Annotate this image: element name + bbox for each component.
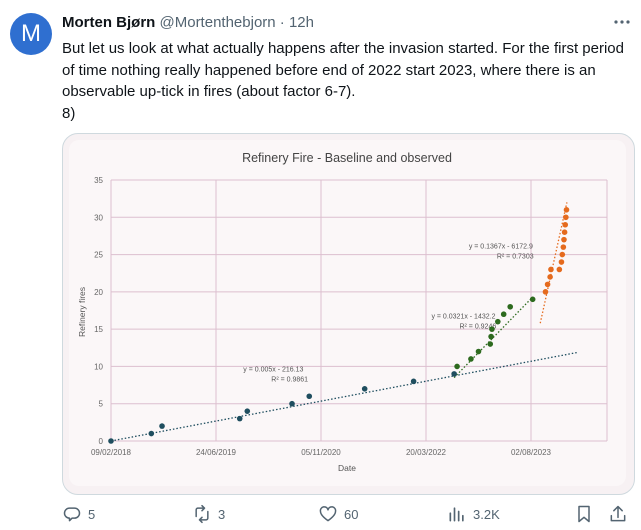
heart-icon	[319, 506, 337, 522]
chart-title: Refinery Fire - Baseline and observed	[242, 151, 452, 165]
data-point	[489, 326, 495, 332]
views-button[interactable]: 3.2K	[447, 500, 500, 528]
x-tick-label: 20/03/2022	[406, 448, 447, 457]
x-tick-label: 09/02/2018	[91, 448, 132, 457]
time-separator: ·	[279, 14, 285, 31]
chart-image: Refinery Fire - Baseline and observed 0 5 1…	[69, 140, 626, 486]
trendline-r-squared: R² = 0.9246	[459, 324, 496, 331]
data-point	[306, 393, 313, 400]
data-point	[361, 386, 368, 392]
data-point	[548, 266, 554, 273]
trendline-equation: y = 0.1367x - 6172.9	[469, 244, 533, 251]
y-tick-label: 5	[99, 400, 104, 409]
data-point	[475, 348, 482, 355]
trendline-equation: y = 0.005x - 216.13	[243, 367, 303, 374]
data-point	[556, 266, 563, 273]
more-options-icon[interactable]	[610, 10, 634, 34]
y-tick-label: 15	[94, 325, 103, 334]
data-point	[563, 214, 569, 221]
data-point	[542, 289, 549, 295]
reply-button[interactable]: 5	[62, 500, 95, 528]
data-point	[289, 400, 295, 407]
x-tick-label: 24/06/2019	[196, 448, 237, 457]
data-point	[544, 281, 551, 288]
y-tick-label: 25	[94, 251, 103, 260]
y-tick-label: 0	[99, 437, 104, 446]
data-point	[563, 207, 570, 213]
x-tick-label: 02/08/2023	[511, 448, 552, 457]
y-tick-label: 35	[94, 176, 103, 185]
data-point	[488, 333, 494, 340]
data-point	[559, 251, 566, 258]
data-point	[159, 423, 165, 429]
data-point	[560, 244, 567, 250]
data-point	[468, 356, 474, 362]
tweet-media[interactable]: Refinery Fire - Baseline and observed 0 5 1…	[62, 133, 635, 495]
x-tick-label: 05/11/2020	[301, 448, 341, 457]
reply-icon	[63, 507, 81, 522]
data-point	[561, 229, 568, 235]
data-point	[500, 311, 507, 318]
repost-button[interactable]: 3	[192, 500, 225, 528]
tweet-actions: 5 3 60 3.2K	[62, 500, 634, 528]
share-icon	[610, 505, 626, 522]
like-button[interactable]: 60	[318, 500, 358, 528]
post-time[interactable]: 12h	[288, 14, 314, 31]
data-point	[529, 296, 536, 303]
author-avatar[interactable]: M	[10, 13, 52, 55]
data-point	[547, 274, 553, 280]
y-tick-label: 10	[94, 362, 103, 371]
trendline-equation: y = 0.0321x - 1432.2	[431, 314, 495, 321]
tweet-header: Morten Bjørn @Mortenthebjorn · 12h	[62, 14, 314, 31]
author-name[interactable]: Morten Bjørn	[62, 14, 156, 31]
data-point	[487, 341, 494, 347]
data-point	[451, 371, 457, 377]
view-count: 3.2K	[473, 506, 500, 522]
tweet-paragraph: 8)	[62, 104, 76, 122]
data-point	[495, 318, 501, 325]
x-axis-label: Date	[338, 463, 356, 473]
data-point	[108, 438, 114, 444]
trendline	[110, 351, 579, 442]
tweet-paragraph: But let us look at what actually happens…	[62, 40, 624, 100]
tweet-text: But let us look at what actually happens…	[62, 38, 627, 124]
data-point	[558, 259, 565, 265]
data-point	[244, 408, 251, 414]
data-point	[148, 430, 155, 437]
reply-count: 5	[88, 506, 96, 522]
data-point	[410, 378, 417, 385]
data-point	[561, 236, 567, 243]
repost-count: 3	[218, 506, 226, 522]
bookmark-button[interactable]	[574, 500, 594, 528]
data-point	[507, 303, 514, 310]
trendline-r-squared: R² = 0.9861	[271, 377, 308, 384]
refinery-fire-chart: Refinery Fire - Baseline and observed 0 5 1…	[77, 151, 608, 473]
like-count: 60	[344, 506, 359, 522]
y-axis-label: Refinery fires	[77, 287, 87, 337]
data-point	[562, 221, 569, 228]
repost-icon	[195, 504, 209, 524]
views-icon	[449, 507, 464, 522]
data-point	[454, 363, 460, 370]
bookmark-icon	[578, 505, 590, 523]
author-handle[interactable]: @Mortenthebjorn	[159, 14, 276, 31]
y-tick-label: 20	[94, 288, 103, 297]
trendline-r-squared: R² = 0.7303	[497, 254, 534, 261]
data-point	[236, 415, 243, 422]
y-tick-label: 30	[94, 213, 103, 222]
share-button[interactable]	[608, 500, 628, 528]
